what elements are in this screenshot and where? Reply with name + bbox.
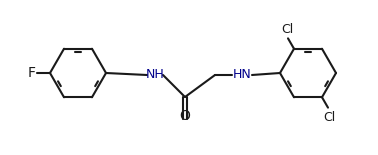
Text: O: O: [180, 109, 191, 123]
Text: F: F: [28, 66, 36, 80]
Text: NH: NH: [146, 69, 164, 82]
Text: Cl: Cl: [323, 111, 335, 124]
Text: Cl: Cl: [281, 23, 293, 36]
Text: HN: HN: [232, 69, 251, 82]
